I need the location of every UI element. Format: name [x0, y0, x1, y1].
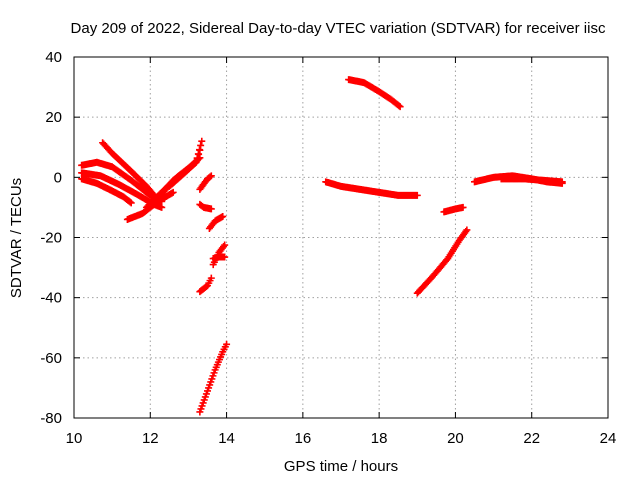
data-point — [221, 241, 229, 249]
x-tick-label: 20 — [447, 430, 464, 447]
x-tick-label: 18 — [371, 430, 388, 447]
data-point — [195, 150, 203, 158]
data-point — [219, 212, 227, 220]
data-point — [198, 137, 206, 145]
data-point — [221, 253, 229, 261]
data-point — [396, 103, 404, 111]
data-point — [193, 154, 201, 162]
data-points — [78, 76, 566, 416]
axis-ticks: 10 12 14 16 18 20 22 24 -80 -60 -40 -20 0 20 40 — [40, 49, 616, 447]
x-tick-label: 22 — [523, 430, 540, 447]
data-point — [462, 227, 470, 235]
data-point — [223, 340, 231, 348]
data-point — [127, 199, 135, 207]
data-point — [158, 203, 166, 211]
data-point — [395, 102, 403, 110]
data-point — [558, 178, 566, 186]
data-point — [207, 205, 215, 213]
chart-title: Day 209 of 2022, Sidereal Day-to-day VTE… — [71, 20, 606, 37]
y-tick-label: 20 — [45, 109, 62, 126]
x-tick-label: 10 — [66, 430, 83, 447]
data-point — [220, 243, 228, 251]
data-point — [196, 146, 204, 154]
y-tick-label: -20 — [40, 230, 62, 247]
x-axis-label: GPS time / hours — [284, 458, 398, 475]
x-tick-label: 16 — [295, 430, 312, 447]
data-point — [207, 274, 215, 282]
data-point — [169, 188, 177, 196]
x-tick-label: 24 — [600, 430, 617, 447]
grid-lines — [74, 57, 608, 418]
data-point — [463, 226, 471, 234]
y-tick-label: -80 — [40, 410, 62, 427]
x-tick-label: 14 — [218, 430, 235, 447]
y-tick-label: -60 — [40, 350, 62, 367]
data-point — [206, 173, 214, 181]
x-tick-label: 12 — [142, 430, 159, 447]
y-tick-label: 40 — [45, 49, 62, 66]
y-tick-label: 0 — [54, 169, 62, 186]
y-tick-label: -40 — [40, 290, 62, 307]
data-point — [207, 172, 215, 180]
data-point — [459, 203, 467, 211]
data-point — [192, 158, 200, 166]
data-point — [191, 159, 199, 167]
data-point — [126, 198, 134, 206]
y-axis-label: SDTVAR / TECUs — [8, 178, 25, 298]
data-point — [413, 191, 421, 199]
